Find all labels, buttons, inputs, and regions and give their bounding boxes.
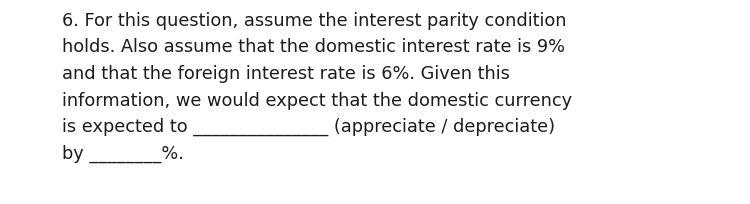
Text: is expected to _______________ (appreciate / depreciate): is expected to _______________ (apprecia… [62,118,555,136]
Text: by ________%.: by ________%. [62,144,184,162]
Text: 6. For this question, assume the interest parity condition: 6. For this question, assume the interes… [62,12,566,30]
Text: information, we would expect that the domestic currency: information, we would expect that the do… [62,91,572,109]
Text: holds. Also assume that the domestic interest rate is 9%: holds. Also assume that the domestic int… [62,38,565,56]
Text: and that the foreign interest rate is 6%. Given this: and that the foreign interest rate is 6%… [62,65,510,83]
